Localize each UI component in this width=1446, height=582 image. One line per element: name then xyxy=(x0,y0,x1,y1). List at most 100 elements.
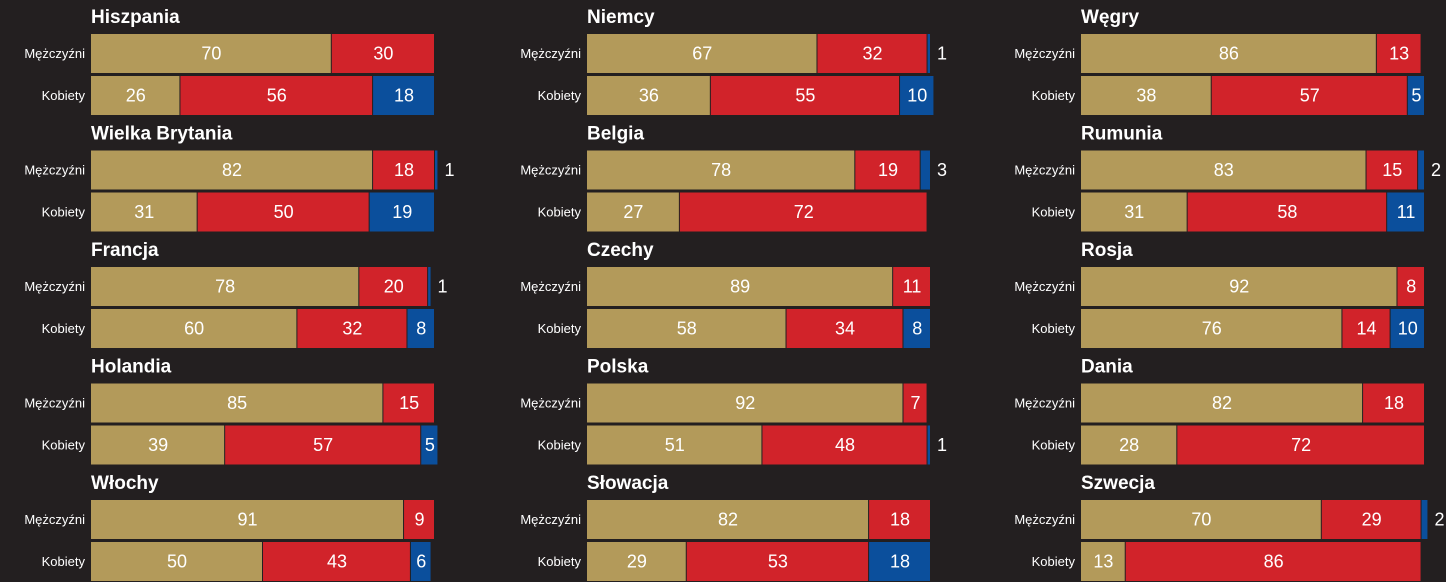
bar-segment xyxy=(1081,309,1342,348)
value-label: 1 xyxy=(444,160,454,180)
value-label: 18 xyxy=(394,85,414,105)
value-label: 27 xyxy=(623,202,643,222)
value-label: 31 xyxy=(134,202,154,222)
value-label: 13 xyxy=(1093,551,1113,571)
bar-segment xyxy=(407,309,434,348)
bar-segment xyxy=(1081,383,1363,423)
category-label: Mężczyźni xyxy=(1014,395,1075,410)
bar-segment xyxy=(225,425,421,465)
chart-title: Szwecja xyxy=(1081,473,1155,494)
bar-segment xyxy=(587,309,786,348)
bar-segment xyxy=(410,542,431,581)
value-label: 92 xyxy=(735,393,755,413)
bar-segment xyxy=(373,76,434,115)
category-label: Mężczyźni xyxy=(1014,279,1075,294)
value-label: 43 xyxy=(327,551,347,571)
value-label: 89 xyxy=(730,276,750,296)
bar-segment xyxy=(1081,267,1397,306)
category-label: Mężczyźni xyxy=(520,279,581,294)
value-label: 5 xyxy=(425,435,435,455)
bar-segment xyxy=(369,192,434,232)
bar-segment xyxy=(587,76,710,115)
value-label: 26 xyxy=(126,85,146,105)
bar-segment xyxy=(1211,76,1407,115)
bar-segment xyxy=(1418,150,1424,190)
category-label: Mężczyźni xyxy=(24,46,85,61)
chart-title: Czechy xyxy=(587,240,654,261)
bar-segment xyxy=(679,192,927,232)
bar-segment xyxy=(762,425,927,465)
value-label: 50 xyxy=(167,551,187,571)
bar-segment xyxy=(686,542,869,581)
bar-segment xyxy=(903,383,927,423)
bar-segment xyxy=(1125,542,1421,581)
value-label: 57 xyxy=(1300,85,1320,105)
category-label: Kobiety xyxy=(538,554,582,569)
bar-segment xyxy=(91,150,373,190)
value-label: 30 xyxy=(373,43,393,63)
bar-segment xyxy=(1081,425,1177,465)
value-label: 92 xyxy=(1229,276,1249,296)
bar-segment xyxy=(428,267,431,306)
bar-segment xyxy=(373,150,434,190)
bar-segment xyxy=(421,425,438,465)
value-label: 2 xyxy=(1434,509,1444,529)
bar-segment xyxy=(1363,383,1424,423)
bar-segment xyxy=(1407,76,1424,115)
value-label: 9 xyxy=(415,509,425,529)
bar-segment xyxy=(817,34,927,73)
value-label: 36 xyxy=(639,85,659,105)
chart-title: Słowacja xyxy=(587,473,669,494)
bar-segment xyxy=(1376,34,1421,73)
bar-segment xyxy=(786,309,903,348)
bar-segment xyxy=(855,150,920,190)
value-label: 82 xyxy=(1212,393,1232,413)
bar-segment xyxy=(91,383,383,423)
bar-segment xyxy=(903,309,930,348)
chart-title: Rosja xyxy=(1081,240,1133,261)
value-label: 60 xyxy=(184,318,204,338)
value-label: 8 xyxy=(416,318,426,338)
value-label: 15 xyxy=(399,393,419,413)
value-label: 19 xyxy=(878,160,898,180)
value-label: 2 xyxy=(1431,160,1441,180)
category-label: Kobiety xyxy=(1032,437,1076,452)
value-label: 5 xyxy=(1411,85,1421,105)
value-label: 3 xyxy=(937,160,947,180)
bar-segment xyxy=(1390,309,1424,348)
chart-title: Dania xyxy=(1081,357,1133,378)
bar-segment xyxy=(869,542,930,581)
category-label: Kobiety xyxy=(538,321,582,336)
bar-segment xyxy=(91,192,197,232)
bar-segment xyxy=(359,267,428,306)
value-label: 28 xyxy=(1119,435,1139,455)
value-label: 48 xyxy=(835,435,855,455)
value-label: 1 xyxy=(937,43,947,63)
bar-segment xyxy=(383,383,434,423)
value-label: 8 xyxy=(1406,276,1416,296)
bar-segment xyxy=(1177,425,1424,465)
value-label: 31 xyxy=(1124,202,1144,222)
bar-segment xyxy=(869,500,930,539)
bar-segment xyxy=(91,267,359,306)
category-label: Mężczyźni xyxy=(24,162,85,177)
bar-segment xyxy=(587,500,869,539)
value-label: 8 xyxy=(912,318,922,338)
bar-segment xyxy=(197,192,369,232)
bar-segment xyxy=(263,542,410,581)
bar-segment xyxy=(180,76,373,115)
value-label: 18 xyxy=(890,551,910,571)
category-label: Mężczyźni xyxy=(1014,162,1075,177)
value-label: 50 xyxy=(274,202,294,222)
category-label: Kobiety xyxy=(538,88,582,103)
category-label: Mężczyźni xyxy=(24,395,85,410)
bar-segment xyxy=(587,34,817,73)
bar-segment xyxy=(1187,192,1387,232)
category-label: Mężczyźni xyxy=(520,162,581,177)
value-label: 11 xyxy=(1397,202,1416,222)
value-label: 76 xyxy=(1202,318,1222,338)
category-label: Mężczyźni xyxy=(24,279,85,294)
value-label: 58 xyxy=(1277,202,1297,222)
bar-segment xyxy=(91,76,180,115)
bar-segment xyxy=(587,192,679,232)
